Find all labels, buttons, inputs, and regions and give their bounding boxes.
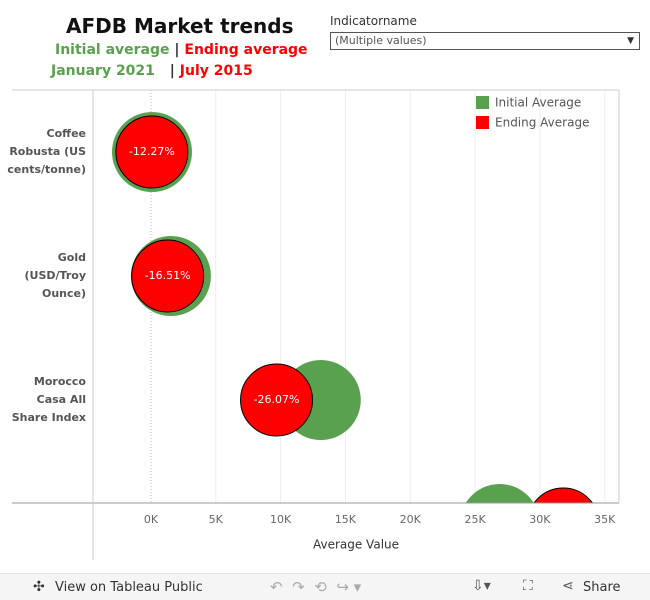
x-tick-label: 5K	[209, 513, 224, 526]
initial-dot	[465, 484, 534, 503]
filter-dropdown[interactable]: (Multiple values) ▼	[330, 32, 640, 50]
x-tick-label: 15K	[335, 513, 357, 526]
change-label: -26.07%	[254, 393, 300, 406]
x-axis-title: Average Value	[313, 538, 399, 552]
subtitle-ending: Ending average	[184, 42, 308, 58]
view-link[interactable]: View on Tableau Public	[55, 580, 203, 595]
ending-dot	[533, 487, 594, 503]
toolbar: ✣ View on Tableau Public ↶ ↷ ⟲ ↪ ▾ ⇩▾ ⛶ …	[0, 573, 650, 600]
undo-redo-icons: ↶ ↷ ⟲ ↪ ▾	[270, 578, 362, 596]
share-link[interactable]: Share	[583, 580, 621, 595]
subtitle-separator: |	[174, 42, 180, 58]
legend-label: Ending Average	[495, 116, 589, 130]
share-icon: ⋖	[562, 578, 574, 594]
x-tick-label: 0K	[144, 513, 159, 526]
category-label: Morocco Casa All Share Index	[11, 375, 86, 424]
change-label: -16.51%	[145, 269, 191, 282]
fullscreen-icon[interactable]: ⛶	[523, 578, 533, 594]
ending-date: July 2015	[179, 63, 253, 79]
tableau-icon: ✣	[33, 579, 45, 595]
date-separator: |	[169, 63, 175, 79]
category-label: Coffee Robusta (US cents/tonne)	[7, 127, 86, 176]
download-icon[interactable]: ⇩▾	[472, 578, 491, 594]
filter-label: Indicatorname	[330, 14, 417, 28]
legend-swatch	[476, 116, 489, 129]
filter-value: (Multiple values)	[335, 34, 427, 47]
subtitle-dates: January 2021 | July 2015	[51, 63, 253, 79]
x-tick-label: 20K	[400, 513, 422, 526]
initial-date: January 2021	[51, 63, 155, 79]
ending-dot	[131, 239, 205, 313]
x-tick-label: 30K	[529, 513, 551, 526]
x-tick-label: 25K	[464, 513, 486, 526]
subtitle: Initial average | Ending average	[55, 42, 308, 58]
title: AFDB Market trends	[66, 14, 294, 38]
subtitle-initial: Initial average	[55, 42, 170, 58]
x-tick-label: 10K	[270, 513, 292, 526]
dropdown-arrow: ▼	[627, 36, 634, 46]
ending-dot	[240, 363, 314, 437]
category-label: Gold (USD/Troy Ounce)	[24, 251, 86, 300]
x-tick-label: 35K	[594, 513, 616, 526]
legend-label: Initial Average	[495, 96, 581, 110]
ending-dot	[115, 115, 189, 189]
change-label: -12.27%	[129, 145, 175, 158]
legend-swatch	[476, 96, 489, 109]
